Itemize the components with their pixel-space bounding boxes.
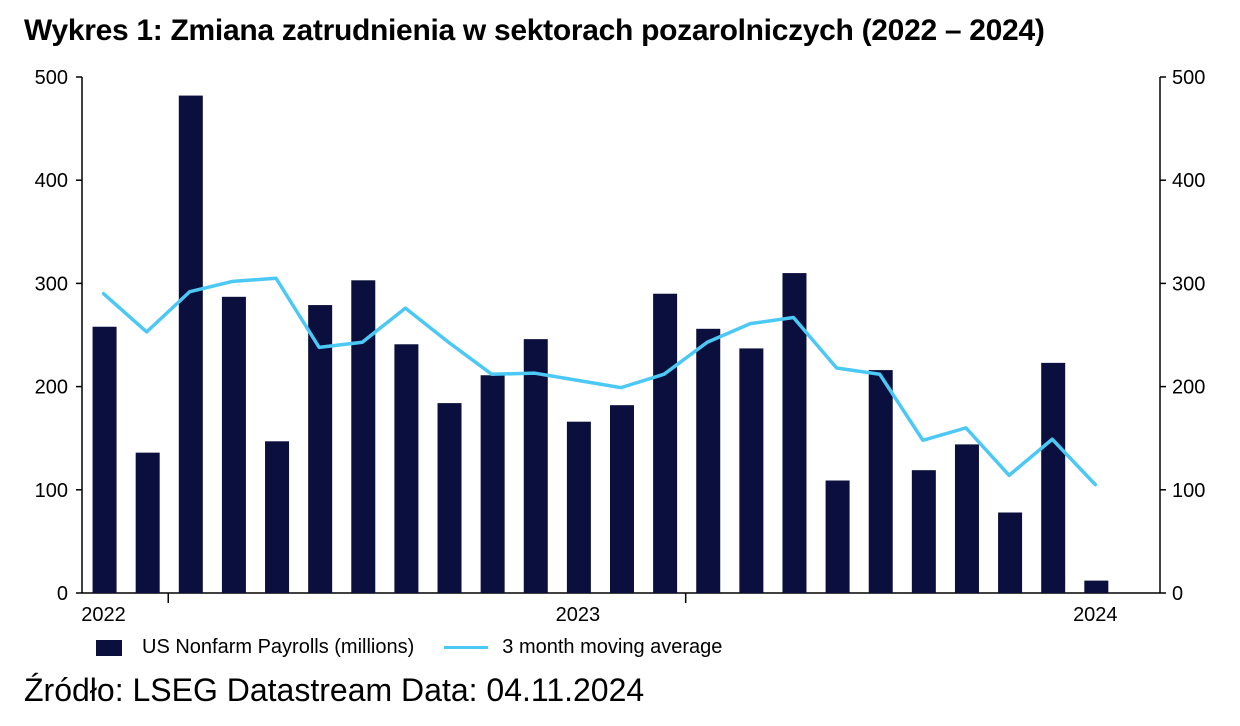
source-note: Źródło: LSEG Datastream Data: 04.11.2024: [24, 672, 645, 708]
tick-labels: 0 100 200 300 400 500 0 100 200 300 400 500 2022 2023…: [35, 67, 1206, 626]
y-right-tick-label: 200: [1172, 377, 1205, 399]
payroll-bar: [954, 444, 979, 593]
x-tick-label: 2024: [1073, 604, 1118, 626]
payroll-bar: [135, 452, 160, 593]
payroll-bar: [351, 280, 376, 593]
payroll-bar: [92, 326, 117, 593]
y-right-tick-label: 0: [1172, 583, 1183, 605]
payroll-bar: [308, 305, 333, 593]
y-left-tick-label: 300: [35, 273, 68, 295]
legend-swatch-line: [444, 646, 489, 649]
payroll-bar: [1041, 362, 1066, 593]
payroll-bar: [437, 403, 462, 593]
y-left-tick-label: 100: [35, 480, 68, 502]
payroll-bar: [265, 441, 290, 593]
payroll-bar: [566, 421, 591, 593]
moving-average-line: [101, 276, 1098, 487]
legend-label-moving-average: 3 month moving average: [502, 636, 723, 658]
payroll-bar: [523, 339, 548, 593]
y-left-tick-label: 400: [35, 170, 68, 192]
payroll-bar: [394, 344, 419, 593]
line-series: [101, 276, 1098, 487]
payroll-bar: [480, 375, 505, 593]
y-left-tick-label: 500: [35, 67, 68, 89]
y-left-tick-label: 0: [57, 583, 68, 605]
legend-item-moving-average: 3 month moving average: [444, 636, 722, 659]
payroll-bar: [1084, 580, 1109, 593]
y-right-tick-label: 500: [1172, 67, 1205, 89]
payroll-bar: [653, 293, 678, 593]
payroll-bar: [610, 405, 634, 593]
legend-label-payrolls: US Nonfarm Payrolls (millions): [142, 636, 415, 658]
payroll-bar: [696, 328, 721, 593]
y-right-tick-label: 400: [1172, 170, 1205, 192]
payroll-bar: [868, 370, 893, 593]
chart-title: Wykres 1: Zmiana zatrudnienia w sektorac…: [24, 14, 1045, 47]
payroll-bar: [739, 348, 764, 593]
y-right-tick-label: 300: [1172, 273, 1205, 295]
y-right-tick-label: 100: [1172, 480, 1205, 502]
payroll-bar: [911, 470, 936, 593]
payroll-bar: [178, 95, 203, 594]
payroll-bar: [998, 512, 1023, 593]
legend-swatch-bar: [96, 639, 122, 656]
payroll-bar: [825, 480, 850, 593]
x-tick-label: 2023: [556, 604, 601, 626]
y-left-tick-label: 200: [35, 377, 68, 399]
x-tick-label: 2022: [81, 604, 126, 626]
bar-series: [92, 95, 1109, 594]
chart-legend: US Nonfarm Payrolls (millions) 3 month m…: [96, 636, 752, 659]
legend-item-payrolls: US Nonfarm Payrolls (millions): [96, 636, 414, 659]
payroll-bar: [221, 296, 246, 593]
